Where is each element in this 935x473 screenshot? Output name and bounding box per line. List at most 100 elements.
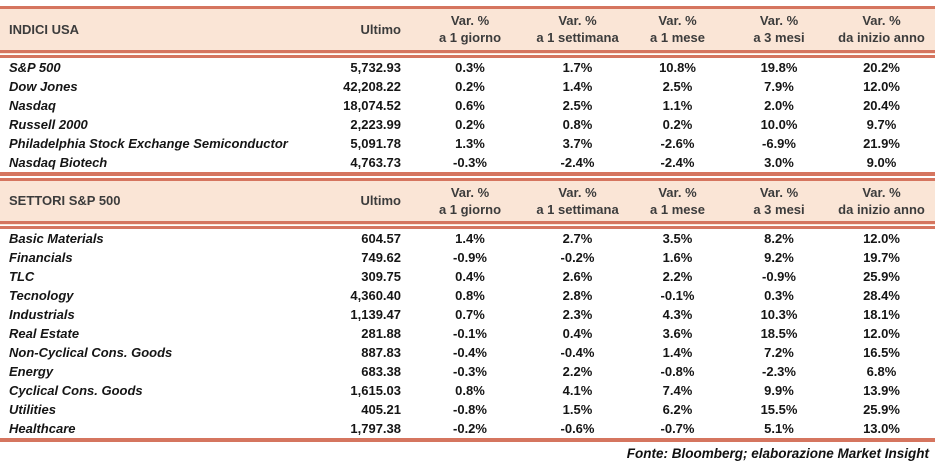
column-header-ultimo: Ultimo: [335, 7, 410, 58]
ultimo-value: 749.62: [361, 250, 401, 265]
table-row: Non-Cyclical Cons. Goods 887.83 -0.4% -0.4%…: [0, 343, 935, 362]
row-label: Russell 2000: [9, 116, 88, 132]
var-value: 13.0%: [863, 421, 900, 436]
var-value: 3.0%: [764, 154, 794, 170]
row-label: Cyclical Cons. Goods: [9, 383, 143, 398]
var-pct-label: Var. %: [658, 184, 697, 200]
var-value: 1.3%: [455, 135, 485, 151]
var-value: 4.1%: [562, 383, 593, 398]
var-pct-label: Var. %: [862, 13, 901, 29]
ultimo-value: 604.57: [361, 231, 401, 246]
var-value: 20.4%: [863, 97, 900, 113]
column-header-var-1-giorno: Var. % a 1 giorno: [410, 7, 530, 58]
var-value: -0.9%: [453, 250, 487, 265]
ultimo-value: 42,208.22: [343, 78, 401, 94]
column-header-var-inizio-anno: Var. % da inizio anno: [828, 179, 935, 229]
var-value: -2.4%: [560, 154, 595, 170]
table-row: Dow Jones 42,208.22 0.2% 1.4% 2.5% 7.9% 12.0%: [0, 77, 935, 96]
period-label: a 1 settimana: [536, 201, 619, 217]
var-value: 12.0%: [863, 231, 900, 246]
period-label: a 1 mese: [650, 201, 705, 217]
var-value: 13.9%: [863, 383, 900, 398]
var-value: 25.9%: [863, 269, 900, 284]
table-row: Nasdaq 18,074.52 0.6% 2.5% 1.1% 2.0% 20.4%: [0, 96, 935, 115]
var-value: -0.3%: [453, 364, 487, 379]
var-value: 2.0%: [764, 97, 794, 113]
var-value: 0.2%: [662, 116, 693, 132]
var-value: 0.3%: [764, 288, 794, 303]
period-label: a 1 giorno: [438, 201, 502, 217]
table-row: Basic Materials 604.57 1.4% 2.7% 3.5% 8.2% 12.…: [0, 225, 935, 248]
var-pct-label: Var. %: [759, 184, 799, 200]
var-value: 19.7%: [863, 250, 900, 265]
period-label: a 3 mesi: [753, 201, 805, 217]
var-value: 1.6%: [662, 250, 693, 265]
var-value: 2.7%: [562, 231, 593, 246]
ultimo-value: 4,360.40: [350, 288, 401, 303]
var-value: 16.5%: [863, 345, 900, 360]
var-value: 0.7%: [455, 307, 485, 322]
var-value: 4.3%: [662, 307, 693, 322]
column-header-var-1-giorno: Var. % a 1 giorno: [410, 179, 530, 229]
var-value: 1.4%: [562, 78, 593, 94]
var-value: 18.1%: [863, 307, 900, 322]
period-label: a 1 giorno: [438, 30, 502, 46]
table-row: Cyclical Cons. Goods 1,615.03 0.8% 4.1% 7.4%…: [0, 381, 935, 400]
var-value: 3.7%: [562, 135, 593, 151]
table-row: Utilities 405.21 -0.8% 1.5% 6.2% 15.5% 25.9%: [0, 400, 935, 419]
var-pct-label: Var. %: [450, 13, 490, 29]
var-value: 1.5%: [562, 402, 593, 417]
period-label: da inizio anno: [838, 30, 925, 46]
row-label: Nasdaq Biotech: [9, 154, 108, 170]
row-label: TLC: [9, 269, 35, 284]
var-pct-label: Var. %: [862, 184, 901, 200]
var-value: 0.2%: [455, 116, 485, 132]
row-label: Utilities: [9, 402, 56, 417]
column-header-var-3-mesi: Var. % a 3 mesi: [730, 7, 828, 58]
var-value: -0.3%: [453, 154, 487, 170]
var-value: -0.1%: [453, 326, 487, 341]
var-value: 6.8%: [866, 364, 897, 379]
table-row: Tecnology 4,360.40 0.8% 2.8% -0.1% 0.3% 28.4%: [0, 286, 935, 305]
sp500-sectors-table-body: Basic Materials 604.57 1.4% 2.7% 3.5% 8.2% 12.…: [0, 225, 935, 440]
table-row: Financials 749.62 -0.9% -0.2% 1.6% 9.2% 19.7%: [0, 248, 935, 267]
period-label: a 3 mesi: [753, 30, 805, 46]
var-value: 25.9%: [863, 402, 900, 417]
var-value: -0.1%: [660, 288, 695, 303]
table-row: Russell 2000 2,223.99 0.2% 0.8% 0.2% 10.0% 9.7…: [0, 115, 935, 134]
var-value: -0.9%: [762, 269, 796, 284]
var-value: -0.2%: [560, 250, 595, 265]
period-label: a 1 mese: [650, 30, 705, 46]
var-value: 5.1%: [764, 421, 794, 436]
var-pct-label: Var. %: [558, 13, 597, 29]
var-value: -0.6%: [560, 421, 595, 436]
table-row: Real Estate 281.88 -0.1% 0.4% 3.6% 18.5% 12.0%: [0, 324, 935, 343]
var-value: 1.4%: [662, 345, 693, 360]
var-value: 2.3%: [562, 307, 593, 322]
row-label: Energy: [9, 364, 54, 379]
var-value: 10.8%: [659, 59, 696, 75]
usa-indices-table-body: S&P 500 5,732.93 0.3% 1.7% 10.8% 19.8% 20.2% Do…: [0, 54, 935, 174]
row-label: S&P 500: [9, 59, 61, 75]
ultimo-value: 18,074.52: [343, 97, 401, 113]
var-pct-label: Var. %: [759, 13, 799, 29]
table-row: Energy 683.38 -0.3% 2.2% -0.8% -2.3% 6.8%: [0, 362, 935, 381]
ultimo-value: 887.83: [361, 345, 401, 360]
var-value: 1.1%: [662, 97, 693, 113]
var-value: 1.7%: [562, 59, 593, 75]
var-value: -2.3%: [762, 364, 796, 379]
var-value: 12.0%: [863, 78, 900, 94]
var-value: 2.2%: [662, 269, 693, 284]
table-header-row: INDICI USA Ultimo Var. % a 1 giorno Var.…: [0, 7, 935, 58]
period-label: da inizio anno: [838, 201, 925, 217]
var-value: -2.6%: [660, 135, 695, 151]
var-value: 0.8%: [455, 383, 485, 398]
column-header-ultimo: Ultimo: [335, 179, 410, 229]
var-value: -6.9%: [762, 135, 796, 151]
row-label: Financials: [9, 250, 73, 265]
row-label: Industrials: [9, 307, 75, 322]
row-label: Nasdaq: [9, 97, 56, 113]
var-value: -0.2%: [453, 421, 487, 436]
var-value: 1.4%: [455, 231, 485, 246]
var-value: -0.4%: [453, 345, 487, 360]
